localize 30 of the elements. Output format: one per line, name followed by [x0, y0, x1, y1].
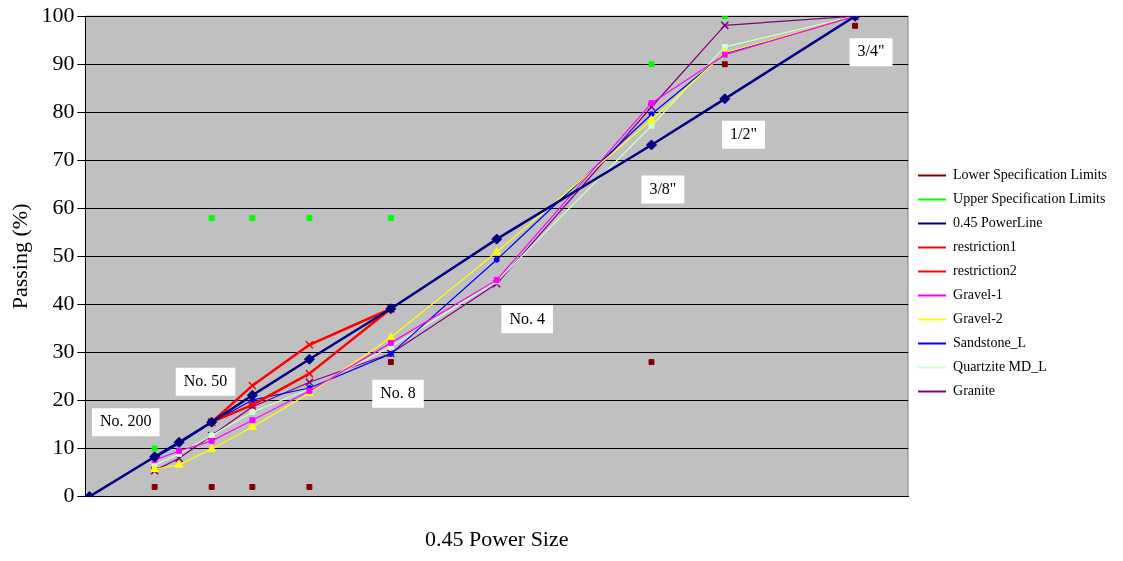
y-tick-label: 100 [41, 1, 75, 27]
annotation: 3/8" [649, 179, 677, 197]
annotation: No. 50 [183, 371, 228, 389]
y-tick-label: 80 [52, 98, 75, 124]
legend-label: restriction1 [953, 239, 1017, 255]
y-axis-title: Passing (%) [6, 203, 32, 310]
y-tick-label: 10 [52, 434, 75, 460]
x-axis-title: 0.45 Power Size [424, 525, 569, 551]
y-tick-label: 40 [52, 290, 75, 316]
legend-label: restriction2 [953, 263, 1017, 279]
y-tick-label: 50 [52, 242, 75, 268]
legend-label: Gravel-2 [953, 311, 1003, 327]
legend-label: Granite [953, 383, 996, 399]
annotation: 3/4" [857, 42, 885, 60]
y-tick-label: 0 [63, 482, 75, 508]
legend-label: Quartzite MD_L [953, 359, 1047, 375]
y-tick-label: 60 [52, 194, 75, 220]
legend-label: Upper Specification Limits [953, 191, 1106, 207]
legend-label: Sandstone_L [953, 335, 1027, 351]
y-tick-label: 30 [52, 338, 75, 364]
legend-label: Gravel-1 [953, 287, 1003, 303]
annotation: No. 200 [99, 412, 152, 430]
annotation: 1/2" [730, 125, 758, 143]
legend-label: Lower Specification Limits [953, 167, 1108, 183]
y-tick-label: 70 [52, 146, 75, 172]
annotation: No. 8 [380, 384, 416, 401]
y-tick-label: 90 [52, 50, 75, 76]
y-tick-label: 20 [52, 386, 75, 412]
annotation: No. 4 [509, 309, 545, 327]
legend-label: 0.45 PowerLine [953, 215, 1043, 231]
